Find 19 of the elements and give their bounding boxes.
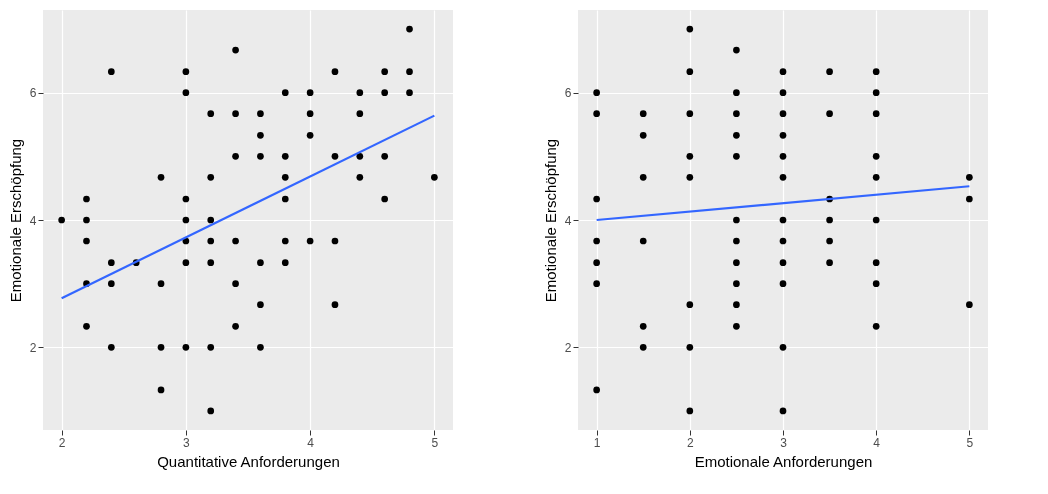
x-tick-label: 1 bbox=[593, 435, 601, 450]
y-tick-label: 2 bbox=[564, 340, 572, 355]
x-tick-label: 5 bbox=[966, 435, 974, 450]
x-axis-title: Quantitative Anforderungen bbox=[157, 452, 340, 470]
x-tick-label: 3 bbox=[780, 435, 788, 450]
x-tick-label: 3 bbox=[183, 435, 191, 450]
y-tick-label: 6 bbox=[564, 86, 572, 101]
x-axis-title: Emotionale Anforderungen bbox=[694, 452, 873, 470]
x-tick-label: 5 bbox=[431, 435, 439, 450]
y-tick-label: 4 bbox=[564, 213, 572, 228]
y-tick-label: 2 bbox=[29, 340, 37, 355]
y-axis-title: Emotionale Erschöpfung bbox=[541, 138, 559, 303]
y-tick-label: 6 bbox=[29, 86, 37, 101]
y-tick-label: 4 bbox=[29, 213, 37, 228]
x-tick-label: 2 bbox=[58, 435, 66, 450]
x-tick-label: 4 bbox=[307, 435, 315, 450]
x-tick-label: 2 bbox=[686, 435, 694, 450]
y-axis-title: Emotionale Erschöpfung bbox=[6, 138, 24, 303]
x-tick-label: 4 bbox=[873, 435, 881, 450]
